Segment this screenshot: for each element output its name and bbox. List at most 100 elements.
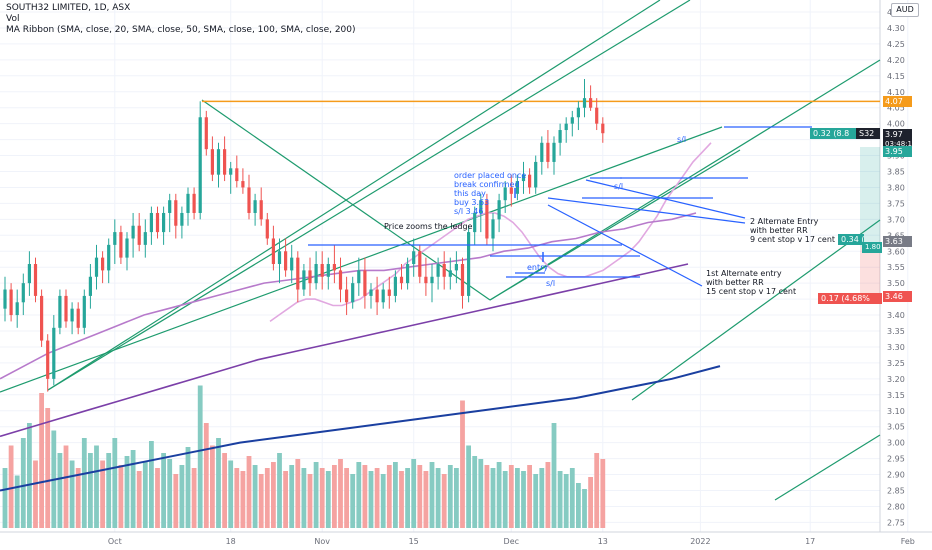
volume-bar <box>551 423 557 528</box>
candle-body <box>589 98 593 108</box>
volume-bar <box>515 468 520 528</box>
candle-body <box>125 238 129 258</box>
candle-body <box>454 264 458 271</box>
candle-body <box>540 142 544 162</box>
candle-body <box>290 257 294 271</box>
position-symbol-tag: S32 <box>856 128 880 139</box>
annotation-label: Price zooms the ledge <box>384 222 473 231</box>
candle-body <box>332 264 336 271</box>
candle-body <box>271 238 275 265</box>
price-tick-label: 3.30 <box>887 343 905 352</box>
time-tick-label: 13 <box>598 537 608 546</box>
candle-body <box>485 200 489 239</box>
annotation-label: order placed once <box>454 171 526 180</box>
currency-button[interactable]: AUD <box>891 3 919 17</box>
price-tick-label: 4.30 <box>887 24 905 33</box>
candle-body <box>479 200 483 213</box>
candle-body <box>162 212 166 233</box>
price-tick-label: 2.90 <box>887 471 905 480</box>
candle-body <box>576 107 580 118</box>
candle-body <box>82 295 86 328</box>
volume-bar <box>94 445 99 528</box>
price-tick-label: 2.80 <box>887 502 905 511</box>
volume-bar <box>563 474 569 528</box>
symbol-title: SOUTH32 LIMITED, 1D, ASX <box>6 3 131 13</box>
volume-bar <box>33 460 38 528</box>
price-tick-label: 3.50 <box>887 279 905 288</box>
position-middle-ratio: 1.80 <box>862 242 882 253</box>
volume-bar <box>277 453 282 528</box>
price-tick-label: 3.70 <box>887 215 905 224</box>
ma-line <box>0 263 689 438</box>
price-tick-label: 3.55 <box>887 263 905 272</box>
candle-body <box>33 264 38 296</box>
volume-bar <box>539 468 545 528</box>
price-tick-label: 4.20 <box>887 56 905 65</box>
candle-body <box>88 276 92 296</box>
price-badge-last: 3.97 <box>883 129 912 140</box>
candle-body <box>406 264 410 284</box>
volume-bar <box>362 465 368 528</box>
volume-bar <box>14 475 20 528</box>
volume-bar <box>399 471 404 528</box>
volume-bar <box>130 450 136 528</box>
volume-bar <box>502 471 508 528</box>
volume-bar <box>466 445 471 528</box>
volume-legend: Vol <box>6 14 20 24</box>
candle-body <box>64 295 68 322</box>
candlesticks <box>3 78 605 392</box>
time-tick-label: 17 <box>805 537 815 546</box>
ma-line <box>269 142 712 323</box>
volume-bar <box>57 453 63 528</box>
candle-body <box>137 225 141 245</box>
volume-bar <box>88 453 93 528</box>
annotation-label: break confirmed <box>454 180 520 189</box>
time-tick-label: 15 <box>409 537 419 546</box>
volume-bar <box>167 459 173 528</box>
candle-body <box>430 276 434 284</box>
time-tick-label: 2022 <box>690 537 710 546</box>
volume-bar <box>429 462 435 528</box>
volume-bar <box>557 471 563 528</box>
candle-body <box>3 289 7 309</box>
candle-body <box>259 200 263 220</box>
candle-body <box>131 225 135 239</box>
price-tick-label: 4.25 <box>887 40 905 49</box>
price-tick-label: 3.05 <box>887 423 905 432</box>
candle-body <box>528 174 532 188</box>
candle-body <box>180 212 184 226</box>
candle-body <box>509 187 513 194</box>
candle-body <box>223 149 227 175</box>
candle-body <box>436 264 440 277</box>
trend-line <box>201 99 491 301</box>
ma-line <box>0 212 697 380</box>
volume-bar <box>393 462 398 528</box>
volume-bar <box>508 465 514 528</box>
position-middle-label: 0.34 ( <box>838 234 864 245</box>
candle-body <box>174 200 178 226</box>
volume-bar <box>203 423 209 528</box>
candle-body <box>460 264 465 296</box>
candle-body <box>296 257 300 290</box>
candle-body <box>143 232 147 245</box>
volume-bar <box>142 462 148 528</box>
candle-body <box>582 98 587 108</box>
annotation-label: s/l <box>546 279 555 288</box>
volume-bar <box>350 474 356 528</box>
candle-body <box>314 264 318 284</box>
price-tick-label: 3.00 <box>887 439 905 448</box>
candle-body <box>448 270 452 277</box>
volume-bar <box>197 385 203 528</box>
volume-bar <box>569 468 575 528</box>
candle-body <box>216 149 221 175</box>
volume-bar <box>185 447 191 528</box>
volume-bar <box>271 462 276 528</box>
volume-bar <box>112 438 118 528</box>
volume-bar <box>307 474 313 528</box>
volume-bar <box>441 474 447 528</box>
volume-bar <box>356 462 362 528</box>
volume-bar <box>39 393 44 528</box>
volume-bar <box>588 477 593 528</box>
candle-body <box>277 251 282 265</box>
